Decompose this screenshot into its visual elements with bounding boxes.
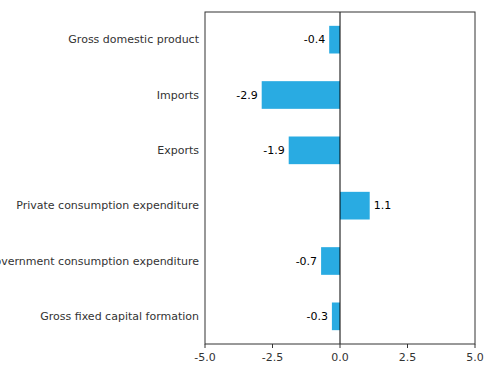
chart: -5.0 -2.5 0.0 2.5 5.0 Gross fixed capital for…	[0, 0, 491, 378]
bar	[332, 303, 340, 331]
bars	[262, 26, 370, 330]
y-tick-label: Gross fixed capital formation	[40, 310, 199, 323]
x-tick	[407, 344, 408, 348]
x-tick	[205, 344, 206, 348]
chart-container: -5.0 -2.5 0.0 2.5 5.0 Gross fixed capital for…	[0, 0, 491, 378]
bar	[262, 81, 340, 109]
x-axis: -5.0 -2.5 0.0 2.5 5.0	[194, 344, 483, 364]
zero-line	[340, 12, 341, 344]
x-tick	[340, 344, 341, 348]
y-tick-label: Imports	[157, 89, 200, 102]
data-labels: -0.3 -0.7 1.1 -1.9 -2.9 -0.4	[236, 33, 391, 323]
bar	[321, 247, 340, 275]
data-label: -0.7	[296, 255, 317, 268]
x-tick-label: -2.5	[262, 351, 283, 364]
y-tick-label: Private consumption expenditure	[16, 199, 199, 212]
data-label: -2.9	[236, 89, 257, 102]
x-tick	[272, 344, 273, 348]
x-tick	[475, 344, 476, 348]
x-tick-label: -5.0	[194, 351, 215, 364]
data-label: -0.3	[306, 310, 327, 323]
x-tick-label: 2.5	[399, 351, 417, 364]
bar	[340, 192, 370, 220]
data-label: 1.1	[374, 199, 392, 212]
y-axis: Gross fixed capital formation Government …	[0, 33, 200, 323]
data-label: -1.9	[263, 144, 284, 157]
bar	[289, 137, 340, 165]
x-tick-label: 5.0	[466, 351, 484, 364]
bar	[329, 26, 340, 54]
plot-frame	[205, 12, 475, 344]
data-label: -0.4	[304, 33, 325, 46]
x-tick-label: 0.0	[331, 351, 349, 364]
y-tick-label: Gross domestic product	[68, 33, 199, 46]
y-tick-label: Exports	[157, 144, 199, 157]
y-tick-label: Government consumption expenditure	[0, 255, 199, 268]
